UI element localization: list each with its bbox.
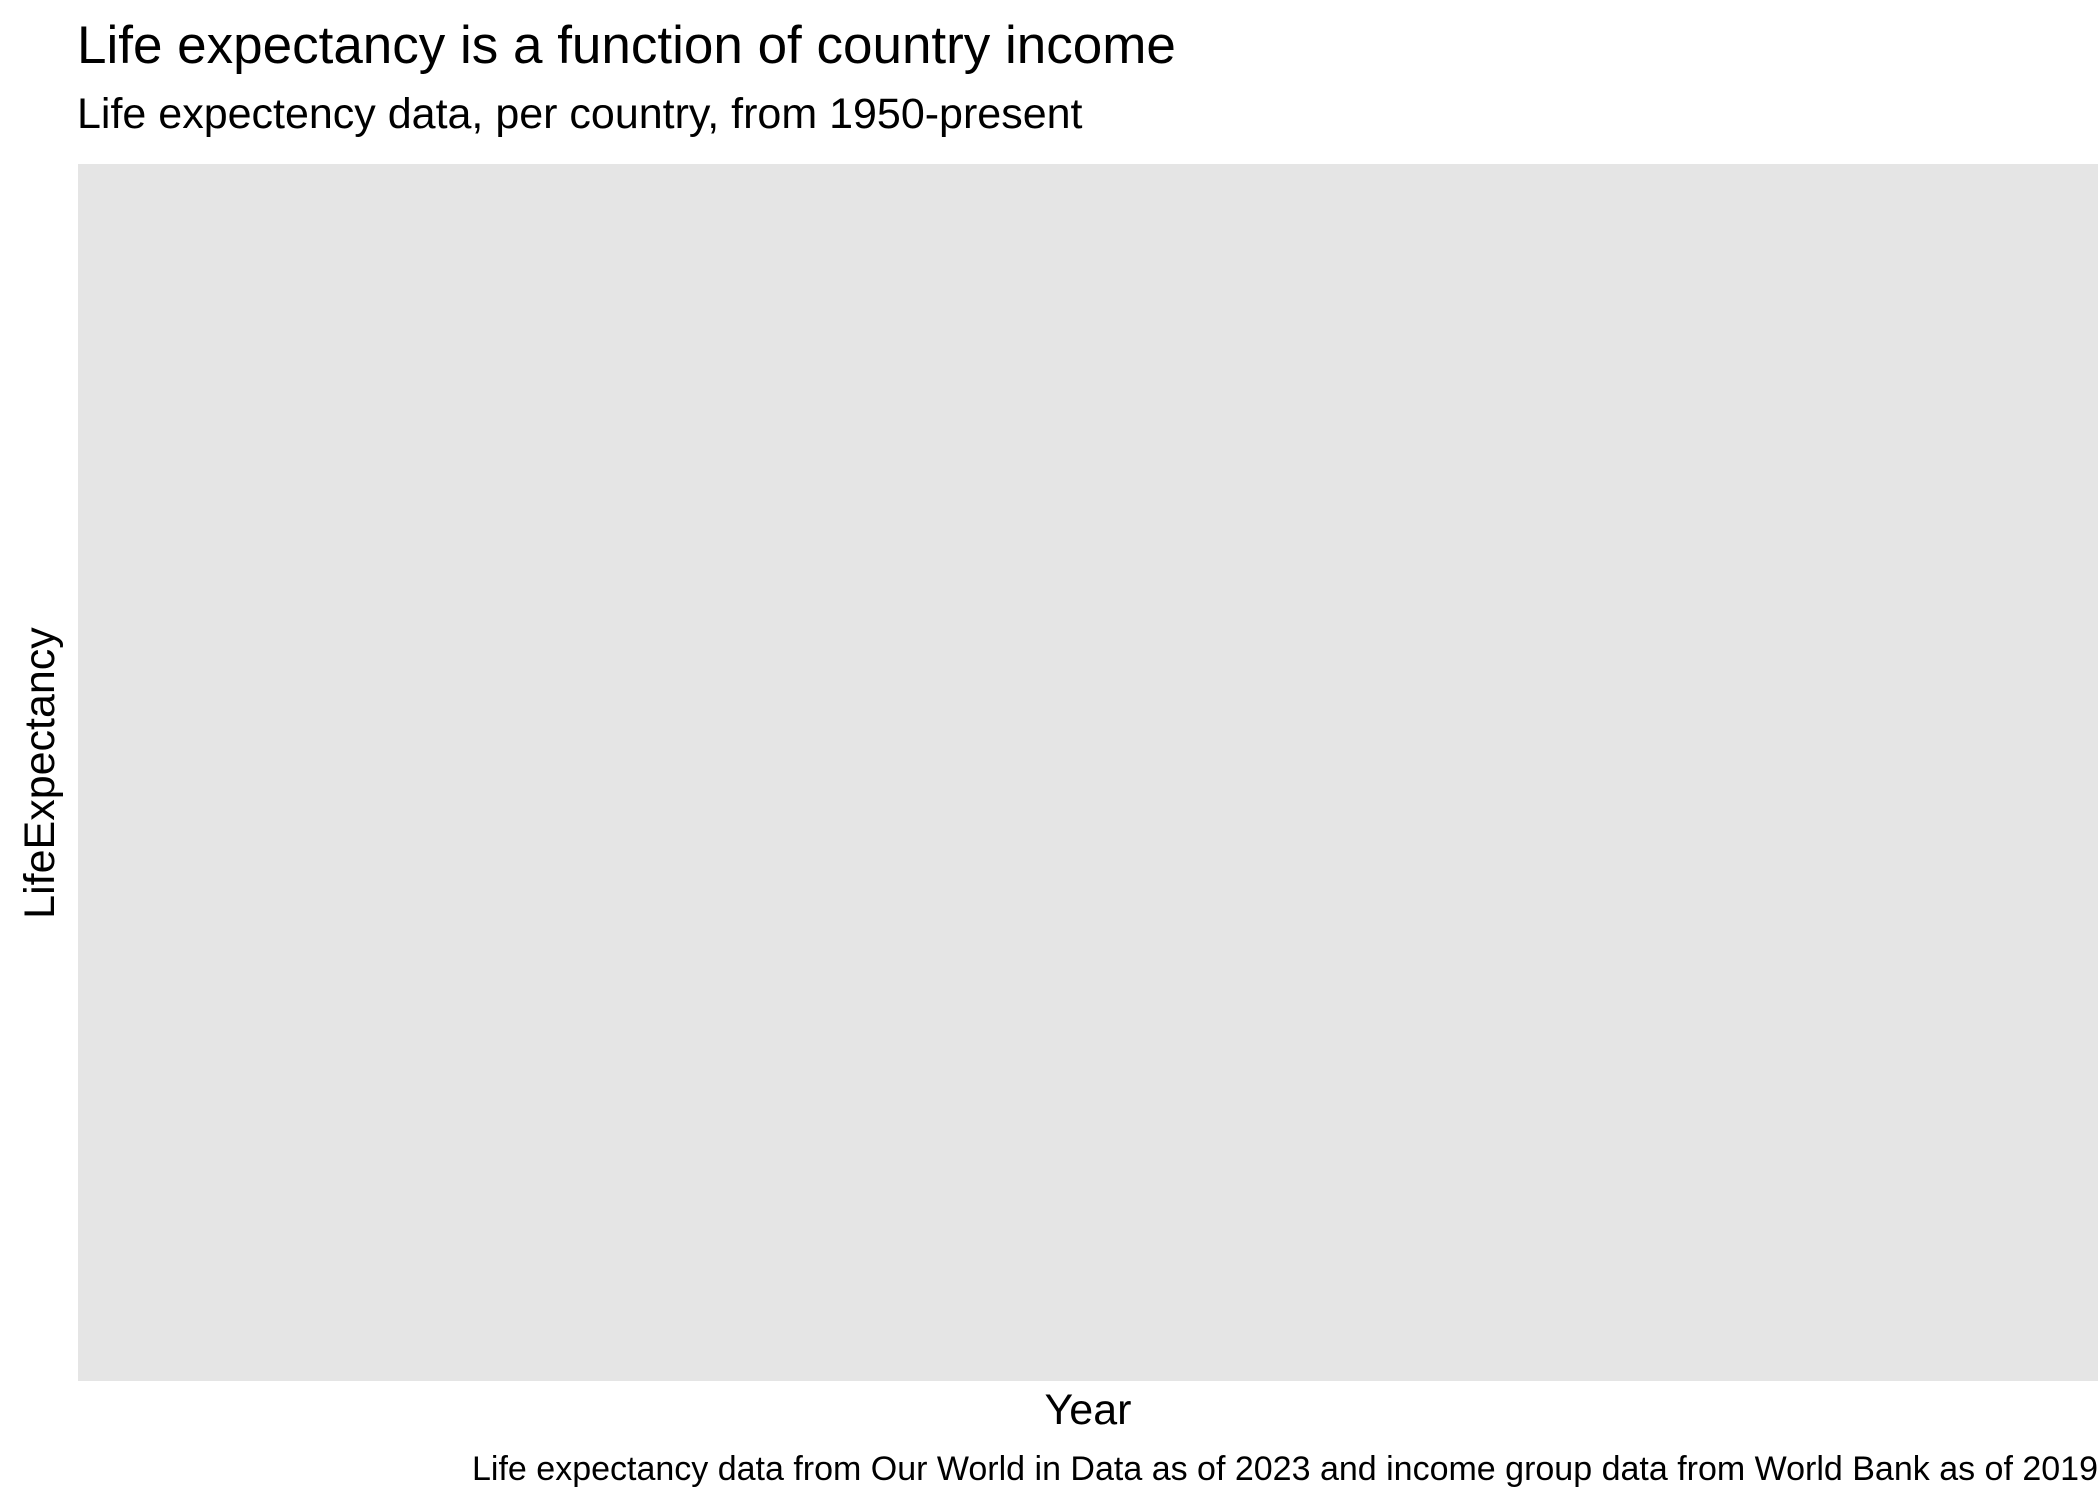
x-axis-label: Year bbox=[1044, 1386, 1132, 1434]
chart-caption: Life expectancy data from Our World in D… bbox=[472, 1450, 2098, 1488]
plot-panel bbox=[78, 164, 2098, 1381]
chart-subtitle: Life expectency data, per country, from … bbox=[77, 90, 1083, 138]
chart-title: Life expectancy is a function of country… bbox=[77, 16, 1176, 75]
y-axis-label-container: LifeExpectancy bbox=[14, 164, 66, 1381]
y-axis-label: LifeExpectancy bbox=[16, 626, 64, 919]
plot-area bbox=[78, 164, 2098, 1381]
